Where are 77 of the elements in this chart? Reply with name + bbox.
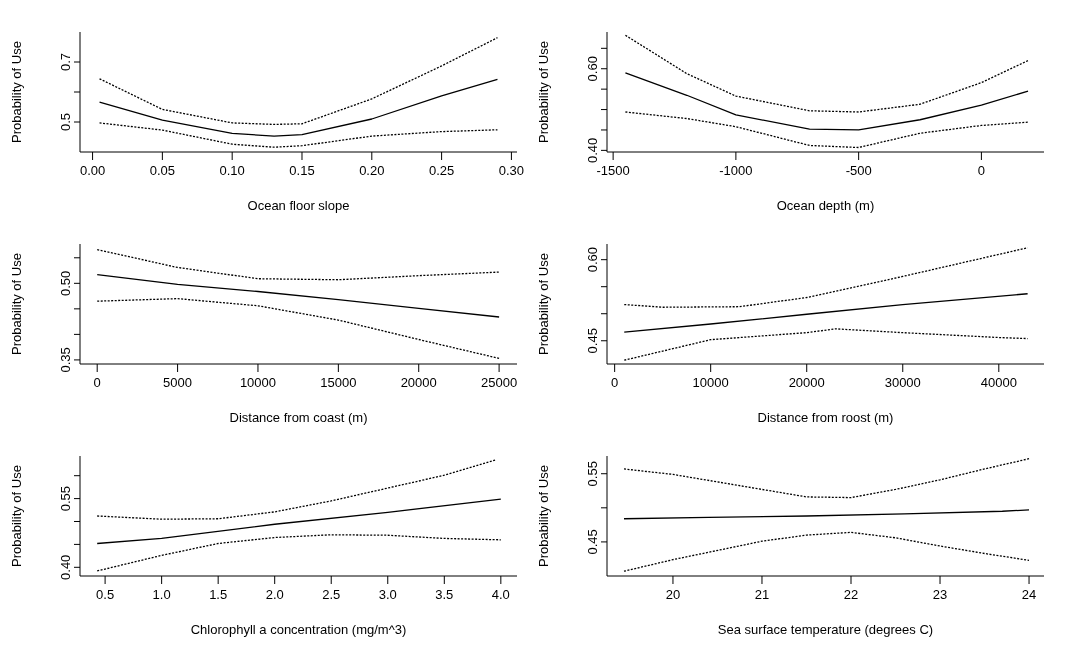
y-tick-label: 0.45: [585, 328, 600, 354]
x-tick-label: 4.0: [491, 587, 510, 603]
line-series: [98, 37, 499, 126]
line-series: [623, 458, 1030, 499]
x-tick-label: 5000: [163, 375, 193, 391]
x-axis-title: Ocean depth (m): [776, 198, 875, 213]
y-axis-title: Probability of Use: [535, 41, 551, 143]
x-tick-label: 20000: [400, 375, 437, 391]
x-tick-label: 0.30: [498, 163, 525, 179]
x-tick-label: 3.0: [378, 587, 397, 603]
line-series: [624, 111, 1029, 149]
line-series: [623, 328, 1029, 361]
line-series: [96, 498, 502, 545]
x-tick-label: 1.5: [209, 587, 228, 603]
x-tick-label: 22: [843, 587, 859, 603]
x-axis-title: Sea surface temperature (degrees C): [717, 622, 934, 637]
x-axis-title: Distance from roost (m): [757, 410, 894, 425]
y-axis-title: Probability of Use: [8, 41, 24, 143]
x-axis-title: Ocean floor slope: [247, 198, 350, 213]
x-tick-label: 40000: [980, 375, 1017, 391]
x-tick-label: 10000: [239, 375, 277, 391]
x-tick-label: 3.5: [435, 587, 454, 603]
line-series: [98, 122, 499, 148]
line-series: [623, 293, 1029, 333]
x-tick-label: 20: [665, 587, 681, 603]
line-series: [96, 534, 502, 572]
x-tick-label: 25000: [481, 375, 518, 391]
y-tick-label: 0.45: [585, 529, 600, 555]
y-axis-title: Probability of Use: [535, 253, 551, 355]
line-series: [624, 34, 1029, 113]
x-tick-label: -1500: [596, 163, 630, 179]
y-tick-label: 0.35: [58, 347, 73, 373]
x-tick-label: 0.5: [96, 587, 115, 603]
line-series: [96, 459, 496, 520]
y-tick-label: 0.55: [58, 485, 73, 512]
x-tick-label: 0: [611, 375, 619, 391]
y-tick-label: 0.40: [58, 554, 73, 580]
line-series: [96, 248, 500, 281]
x-tick-label: 15000: [320, 375, 357, 391]
line-series: [623, 531, 1030, 572]
x-tick-label: 24: [1021, 587, 1037, 603]
y-tick-label: 0.7: [58, 52, 73, 72]
x-tick-label: 0: [977, 163, 986, 179]
x-tick-label: 2.5: [322, 587, 341, 603]
x-tick-label: 21: [754, 587, 770, 603]
line-series: [96, 297, 500, 360]
x-tick-label: 0.20: [359, 163, 385, 179]
x-tick-label: 30000: [884, 375, 921, 391]
x-axis-title: Chlorophyll a concentration (mg/m^3): [190, 622, 407, 637]
x-tick-label: 0.05: [149, 163, 176, 179]
y-axis-title: Probability of Use: [8, 253, 24, 355]
x-tick-label: 0.10: [219, 163, 245, 179]
x-tick-label: 0: [93, 375, 101, 391]
x-tick-label: 0.15: [289, 163, 315, 179]
y-tick-label: 0.55: [585, 461, 600, 487]
x-tick-label: 10000: [692, 375, 729, 391]
y-tick-label: 0.60: [585, 247, 600, 273]
x-tick-label: 20000: [788, 375, 825, 391]
x-tick-label: 1.0: [152, 587, 171, 603]
x-axis-title: Distance from coast (m): [229, 410, 368, 425]
x-tick-label: -1000: [719, 163, 753, 179]
line-series: [624, 72, 1029, 131]
y-tick-label: 0.60: [585, 56, 600, 82]
x-tick-label: 2.0: [265, 587, 284, 603]
line-series: [623, 247, 1029, 308]
line-series: [98, 78, 499, 137]
x-tick-label: 0.00: [79, 163, 106, 179]
line-series: [623, 509, 1030, 520]
x-tick-label: -500: [845, 163, 872, 179]
y-tick-label: 0.50: [58, 270, 73, 296]
line-series: [96, 273, 500, 318]
y-tick-label: 0.5: [58, 112, 73, 132]
x-tick-label: 0.25: [428, 163, 455, 179]
y-tick-label: 0.40: [585, 137, 600, 164]
x-tick-label: 23: [932, 587, 948, 603]
y-axis-title: Probability of Use: [535, 465, 551, 567]
y-axis-title: Probability of Use: [8, 465, 24, 567]
